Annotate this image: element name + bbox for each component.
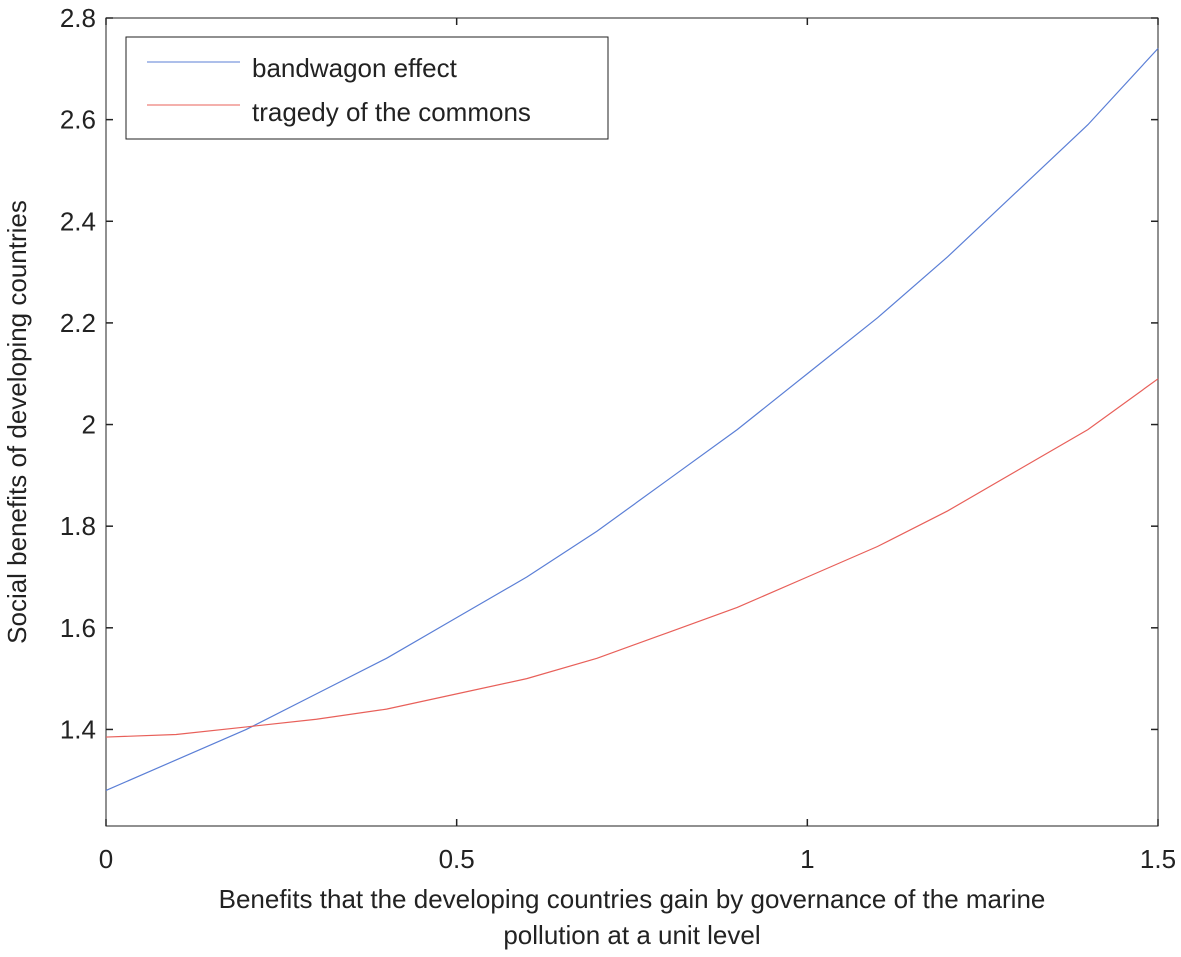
x-axis-title-line-2: pollution at a unit level	[503, 920, 760, 950]
x-axis: 0 0.5 1 1.5	[99, 18, 1176, 874]
legend-label-tragedy-of-the-commons: tragedy of the commons	[252, 97, 531, 127]
series-line-tragedy-of-the-commons	[105, 378, 1159, 738]
y-tick-label: 1.8	[60, 511, 96, 541]
legend: bandwagon effect tragedy of the commons	[125, 36, 609, 140]
legend-box	[125, 36, 609, 140]
y-tick-label: 2.4	[60, 206, 96, 236]
x-axis-title-line-1: Benefits that the developing countries g…	[219, 884, 1046, 914]
y-tick-label: 1.4	[60, 714, 96, 744]
x-tick-label: 0.5	[439, 844, 475, 874]
y-tick-label: 2	[82, 410, 96, 440]
series-line-bandwagon-effect	[105, 48, 1159, 791]
y-tick-label: 2.8	[60, 3, 96, 33]
legend-label-bandwagon-effect: bandwagon effect	[252, 53, 458, 83]
x-tick-label: 1.5	[1140, 844, 1176, 874]
y-tick-label: 2.2	[60, 308, 96, 338]
plot-frame	[105, 17, 1159, 827]
x-tick-label: 1	[800, 844, 814, 874]
series-layer	[105, 48, 1159, 791]
y-tick-label: 1.6	[60, 613, 96, 643]
y-tick-label: 2.6	[60, 105, 96, 135]
x-tick-label: 0	[99, 844, 113, 874]
y-axis-title: Social benefits of developing countries	[2, 200, 32, 644]
y-axis: 1.4 1.6 1.8 2 2.2 2.4 2.6 2.8	[60, 3, 1158, 744]
